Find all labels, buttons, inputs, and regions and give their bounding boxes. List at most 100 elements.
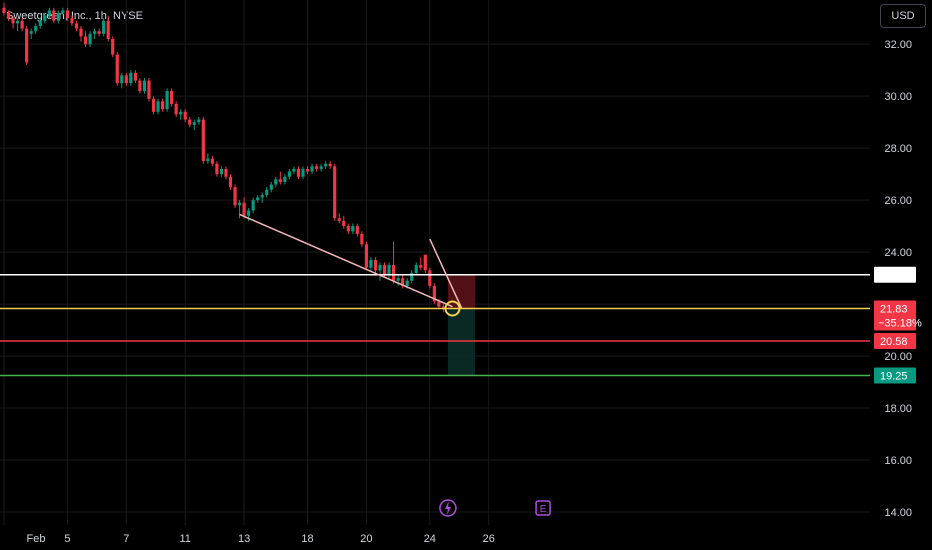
candle-body bbox=[305, 168, 310, 172]
stop-loss-zone[interactable] bbox=[447, 274, 476, 309]
candle-body bbox=[93, 31, 97, 34]
candle-body bbox=[29, 31, 33, 34]
candle-body bbox=[179, 111, 183, 115]
candle-body bbox=[15, 20, 20, 24]
trend-lines[interactable] bbox=[239, 213, 463, 317]
candle-body bbox=[215, 163, 219, 175]
price-badge-sublabel: −35.18% bbox=[878, 318, 922, 330]
candle-body bbox=[410, 272, 414, 281]
candle-body bbox=[111, 38, 115, 55]
price-tick-label: 14.00 bbox=[884, 507, 912, 519]
candle-body bbox=[106, 20, 110, 39]
candle-body bbox=[296, 168, 301, 177]
candle-body bbox=[97, 31, 101, 34]
candle-body bbox=[201, 119, 205, 162]
candle-body bbox=[74, 23, 79, 29]
drawing-tools[interactable] bbox=[447, 274, 476, 376]
candle-body bbox=[183, 111, 187, 120]
price-badge-label: 23.13 bbox=[880, 270, 908, 282]
candle-body bbox=[206, 158, 210, 162]
candle-body bbox=[43, 15, 47, 21]
candle-body bbox=[160, 101, 165, 110]
candle-body bbox=[142, 80, 147, 91]
candle-body bbox=[11, 18, 15, 24]
candle-body bbox=[355, 226, 359, 234]
earnings-icon-label: E bbox=[540, 504, 547, 515]
candle-body bbox=[432, 285, 436, 302]
candle-body bbox=[219, 168, 224, 175]
candle-body bbox=[233, 187, 237, 206]
candle-body bbox=[373, 259, 378, 271]
candle-body bbox=[247, 210, 251, 216]
price-badge-label: 20.58 bbox=[880, 336, 908, 348]
trend-line[interactable] bbox=[429, 238, 463, 309]
candle-body bbox=[314, 166, 319, 169]
currency-button[interactable]: USD bbox=[880, 4, 926, 28]
candle-body bbox=[2, 7, 6, 13]
candle-body bbox=[192, 122, 196, 125]
candle-body bbox=[25, 28, 29, 63]
price-axis[interactable]: 32.0030.0028.0026.0024.0022.0020.0018.00… bbox=[874, 39, 922, 519]
candle-body bbox=[292, 168, 296, 172]
time-tick-label: 24 bbox=[424, 533, 436, 545]
candle-body bbox=[70, 18, 74, 24]
candle-body bbox=[228, 176, 233, 188]
candle-body bbox=[38, 20, 42, 26]
chart-grid bbox=[0, 0, 870, 525]
time-tick-label: 20 bbox=[360, 533, 372, 545]
candle-body bbox=[319, 166, 323, 169]
price-tick-label: 16.00 bbox=[884, 455, 912, 467]
candle-body bbox=[147, 80, 151, 99]
candle-body bbox=[364, 244, 368, 268]
candle-body bbox=[369, 259, 373, 268]
price-tick-label: 18.00 bbox=[884, 403, 912, 415]
price-tick-label: 32.00 bbox=[884, 39, 912, 51]
price-tick-label: 28.00 bbox=[884, 143, 912, 155]
candle-body bbox=[65, 10, 70, 19]
candle-body bbox=[337, 218, 341, 221]
trend-line[interactable] bbox=[239, 213, 453, 308]
candle-body bbox=[396, 278, 400, 281]
candle-body bbox=[328, 163, 332, 167]
time-tick-label: 26 bbox=[483, 533, 495, 545]
candle-body bbox=[256, 197, 260, 201]
time-tick-label: 5 bbox=[64, 533, 70, 545]
price-badge-label: 21.83 bbox=[880, 304, 908, 316]
candle-body bbox=[301, 168, 305, 177]
candle-body bbox=[129, 72, 133, 84]
time-axis[interactable]: Feb 5 7 11 13 18 20 24 26 bbox=[27, 533, 495, 545]
time-tick-label: 7 bbox=[123, 533, 129, 545]
candle-body bbox=[423, 254, 427, 271]
candle-body bbox=[441, 306, 446, 309]
horizontal-lines[interactable] bbox=[0, 273, 870, 377]
dividend-flash-icon[interactable] bbox=[439, 499, 457, 517]
candle-body bbox=[391, 265, 396, 281]
candle-body bbox=[210, 158, 214, 164]
price-badge-label: 19.25 bbox=[880, 371, 908, 383]
candle-body bbox=[188, 119, 192, 125]
highlight-circle[interactable] bbox=[444, 300, 461, 317]
candle-body bbox=[265, 189, 269, 195]
candle-body bbox=[274, 179, 278, 185]
candle-body bbox=[79, 28, 83, 37]
candle-body bbox=[346, 226, 350, 232]
candle-body bbox=[115, 54, 119, 84]
candle-body bbox=[34, 25, 38, 32]
candle-body bbox=[405, 280, 409, 286]
candle-body bbox=[387, 265, 391, 276]
candle-body bbox=[56, 12, 60, 21]
price-badge bbox=[874, 300, 916, 331]
candle-body bbox=[428, 270, 432, 286]
candle-body bbox=[242, 202, 246, 216]
take-profit-zone[interactable] bbox=[447, 308, 476, 376]
candle-body bbox=[251, 200, 255, 211]
candle-body bbox=[83, 36, 88, 45]
price-tick-label: 24.00 bbox=[884, 247, 912, 259]
candle-body bbox=[170, 90, 174, 104]
event-markers[interactable]: E bbox=[439, 499, 551, 517]
candle-body bbox=[156, 101, 160, 112]
candle-body bbox=[378, 265, 382, 271]
candle-body bbox=[20, 20, 24, 29]
earnings-icon[interactable] bbox=[535, 500, 551, 516]
